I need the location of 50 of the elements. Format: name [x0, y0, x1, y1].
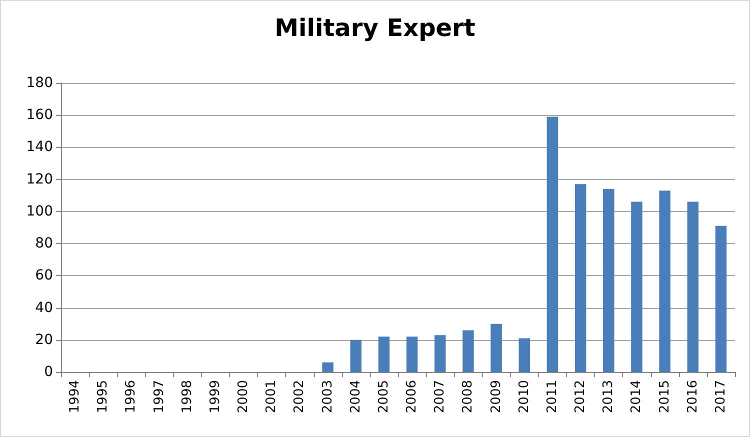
- y-tick-label: 120: [26, 171, 53, 188]
- bar: [631, 202, 642, 372]
- bar: [715, 226, 727, 372]
- x-tick-label: 2011: [544, 380, 560, 414]
- x-tick-label: 2004: [348, 380, 364, 414]
- y-tick-label: 20: [35, 332, 53, 348]
- x-tick-label: 2010: [516, 380, 532, 414]
- y-tick-label: 60: [35, 268, 53, 284]
- bar: [603, 188, 614, 372]
- bar: [490, 324, 502, 372]
- y-tick-label: 0: [44, 364, 53, 380]
- bar: [434, 335, 446, 372]
- bar: [350, 340, 362, 372]
- x-tick-label: 1997: [152, 380, 167, 414]
- bar: [687, 202, 698, 372]
- bar: [378, 336, 390, 372]
- y-tick-label: 80: [35, 236, 53, 252]
- x-tick-label: 2001: [264, 380, 280, 414]
- x-tick-label: 2007: [432, 380, 448, 414]
- bar: [462, 330, 474, 372]
- x-tick-label: 1994: [68, 380, 83, 414]
- x-tick-label: 1995: [96, 380, 111, 414]
- bar: [574, 184, 586, 372]
- x-tick-label: 2013: [601, 380, 616, 414]
- y-tick-label: 140: [26, 139, 53, 156]
- x-tick-label: 2015: [657, 380, 672, 414]
- bar: [322, 362, 334, 372]
- x-tick-label: 1996: [124, 380, 139, 414]
- chart-title: Military Expert: [274, 14, 476, 42]
- bar: [406, 336, 418, 372]
- x-tick-label: 2006: [404, 380, 420, 414]
- x-tick-label: 2017: [713, 380, 728, 414]
- x-tick-label: 2012: [573, 380, 588, 414]
- x-tick-label: 2003: [320, 380, 336, 414]
- x-tick-label: 2008: [460, 380, 476, 414]
- x-tick-label: 1998: [180, 380, 195, 414]
- x-tick-label: 2005: [376, 380, 392, 414]
- x-tick-label: 2016: [685, 380, 700, 414]
- bar: [546, 116, 558, 372]
- x-tick-label: 2000: [236, 380, 252, 414]
- x-tick-label: 2009: [488, 380, 504, 414]
- y-tick-label: 100: [26, 203, 53, 220]
- x-tick-label: 1999: [208, 380, 223, 414]
- y-tick-label: 160: [26, 107, 53, 124]
- x-tick-label: 2014: [629, 380, 644, 414]
- y-tick-label: 40: [35, 300, 53, 316]
- y-tick-label: 180: [26, 75, 53, 91]
- bar: [659, 190, 670, 372]
- x-tick-label: 2002: [292, 380, 308, 414]
- bar: [518, 338, 530, 372]
